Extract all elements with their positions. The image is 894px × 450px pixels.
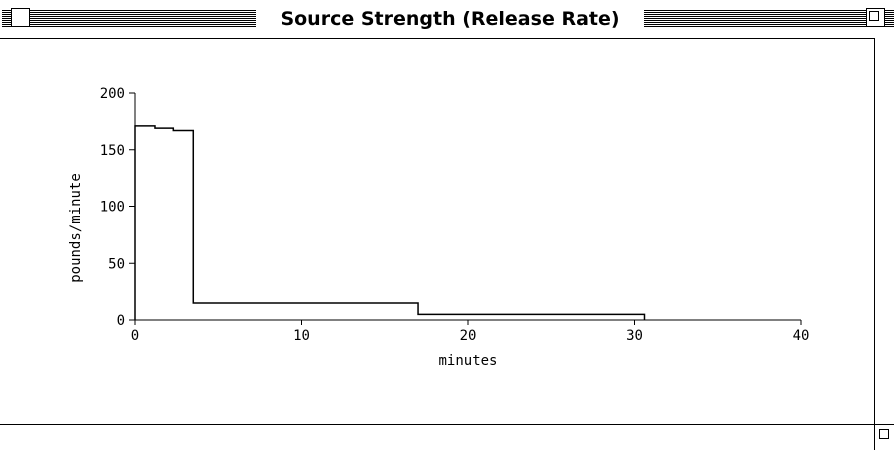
window-title: Source Strength (Release Rate) [264,0,636,38]
x-tick-label: 0 [131,328,139,344]
y-tick-label: 50 [108,256,125,272]
horizontal-scrollbar[interactable] [0,424,874,450]
release-rate-series-line [134,125,646,320]
title-bar-stripes-right [644,10,894,27]
grow-box-icon[interactable] [874,424,894,450]
y-axis-label: pounds/minute [68,173,84,283]
window-content: 0 10 20 30 40 0 50 100 150 200 pounds/minute minu… [0,38,894,450]
y-tick-label: 150 [100,143,125,159]
y-tick-label: 100 [100,200,125,216]
x-tick-label: 20 [460,328,477,344]
release-rate-chart: 0 10 20 30 40 0 50 100 150 200 pounds/minute minu… [68,86,810,369]
y-tick-label: 0 [117,313,125,329]
x-axis-label: minutes [438,353,497,369]
x-tick-label: 10 [293,328,310,344]
close-box-icon[interactable] [11,8,30,27]
zoom-box-icon[interactable] [866,8,885,27]
title-bar-stripes-left [2,10,256,27]
x-tick-label: 30 [626,328,643,344]
vertical-scrollbar[interactable] [874,38,894,424]
title-bar[interactable]: Source Strength (Release Rate) [0,0,894,39]
y-tick-label: 200 [100,86,125,102]
x-tick-label: 40 [793,328,810,344]
